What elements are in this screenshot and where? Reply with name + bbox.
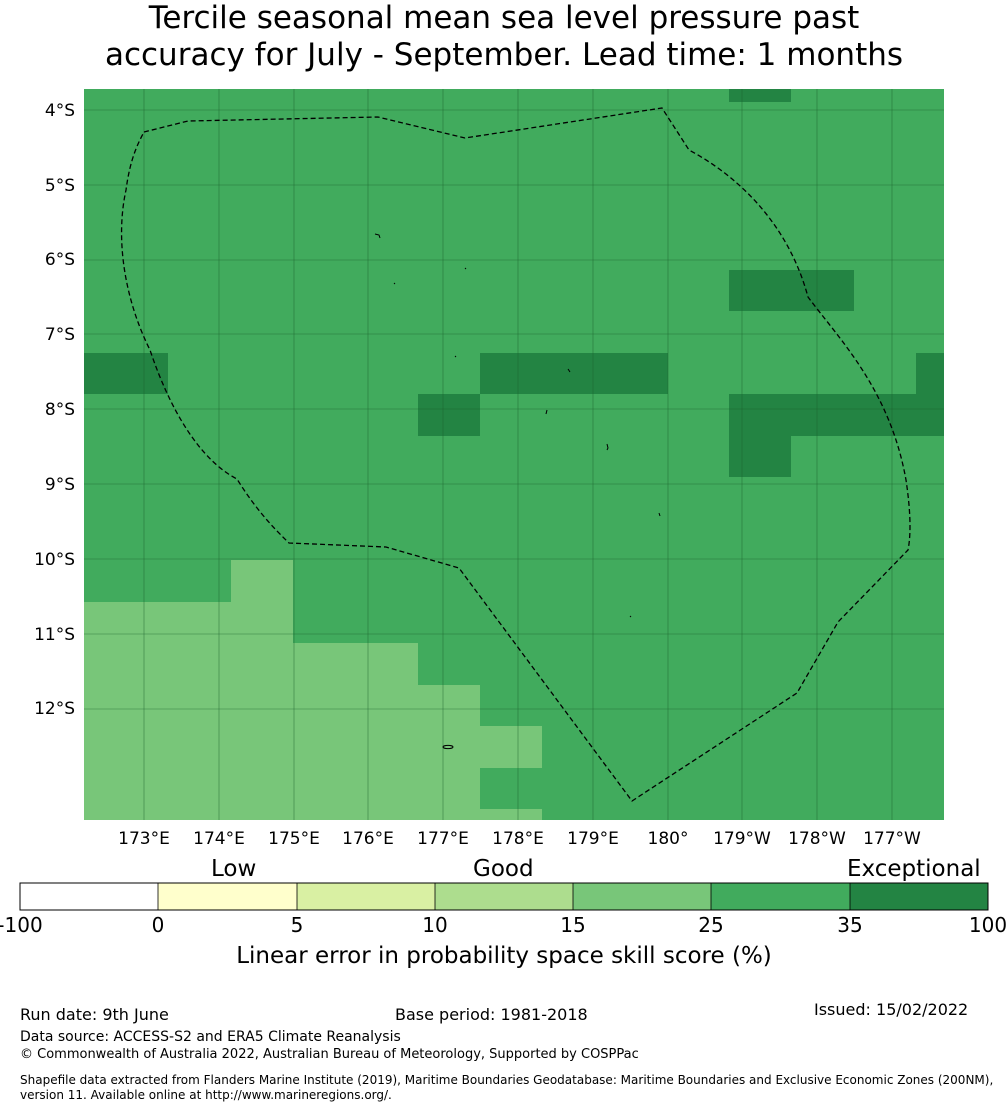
colorbar-segment	[158, 883, 297, 910]
colorbar-category-good: Good	[473, 856, 534, 882]
skill-cell-high	[480, 353, 668, 394]
lon-label: 176°E	[342, 829, 394, 849]
colorbar-segment	[20, 883, 158, 910]
lat-label: 5°S	[45, 176, 75, 196]
skill-cell-high	[729, 270, 854, 311]
shapefile-credit-line-1: Shapefile data extracted from Flanders M…	[20, 1073, 994, 1087]
skill-cell-medium	[480, 726, 542, 768]
colorbar-segment	[297, 883, 435, 910]
lon-label: 175°E	[268, 829, 320, 849]
skill-cell-medium	[84, 602, 293, 820]
lat-label: 4°S	[45, 101, 75, 121]
skill-cell-medium	[418, 685, 480, 820]
colorbar-tick: 5	[290, 913, 304, 937]
colorbar-tick: 35	[837, 913, 863, 937]
colorbar-tick: 25	[698, 913, 724, 937]
lat-axis: 4°S 5°S 6°S 7°S 8°S 9°S 10°S 11°S 12°S	[34, 101, 75, 719]
colorbar-tick: -100	[0, 913, 43, 937]
title-line-2: accuracy for July - September. Lead time…	[104, 37, 904, 73]
lon-label: 178°E	[492, 829, 544, 849]
lat-label: 6°S	[45, 250, 75, 270]
colorbar	[19, 882, 989, 911]
title-line-1: Tercile seasonal mean sea level pressure…	[148, 0, 860, 36]
colorbar-tick: 0	[151, 913, 165, 937]
skill-cell-high	[916, 353, 944, 394]
skill-cell-medium	[293, 643, 418, 820]
lat-label: 10°S	[34, 550, 75, 570]
lat-label: 8°S	[45, 400, 75, 420]
colorbar-label: Linear error in probability space skill …	[236, 943, 772, 969]
data-source: Data source: ACCESS-S2 and ERA5 Climate …	[20, 1029, 401, 1045]
skill-cell-high	[84, 353, 168, 394]
skill-cell-medium	[231, 560, 293, 602]
colorbar-segment	[711, 883, 850, 910]
colorbar-segment	[435, 883, 573, 910]
copyright: © Commonwealth of Australia 2022, Austra…	[20, 1047, 639, 1062]
colorbar-outline	[19, 882, 989, 911]
lat-label: 11°S	[34, 625, 75, 645]
base-period: Base period: 1981-2018	[395, 1005, 588, 1024]
islands	[374, 233, 661, 750]
colorbar-tick: 10	[422, 913, 448, 937]
lon-label: 180°	[648, 829, 689, 849]
lon-label: 177°E	[417, 829, 469, 849]
issued-date: Issued: 15/02/2022	[814, 1000, 969, 1019]
lon-label: 174°E	[193, 829, 245, 849]
lon-label: 173°E	[118, 829, 170, 849]
colorbar-tick: 15	[560, 913, 586, 937]
lon-label: 177°W	[863, 829, 921, 849]
eez-boundary	[120, 107, 911, 802]
colorbar-tick: 100	[968, 913, 1008, 937]
map-area	[84, 89, 944, 820]
skill-cell-high	[729, 394, 944, 436]
skill-cell-medium	[480, 809, 542, 820]
lat-label: 12°S	[34, 699, 75, 719]
colorbar-category-low: Low	[211, 856, 257, 882]
lon-label: 179°W	[713, 829, 771, 849]
colorbar-segment	[850, 883, 988, 910]
lon-label: 179°E	[567, 829, 619, 849]
lat-label: 7°S	[45, 325, 75, 345]
colorbar-category-exceptional: Exceptional	[847, 856, 981, 882]
skill-cell-high	[729, 436, 791, 477]
skill-cell-high	[418, 394, 480, 436]
colorbar-segment	[573, 883, 711, 910]
chart-title: Tercile seasonal mean sea level pressure…	[0, 0, 1008, 74]
gridlines	[84, 89, 944, 820]
lon-axis: 173°E 174°E 175°E 176°E 177°E 178°E 179°…	[118, 829, 921, 849]
shapefile-credit-line-2: version 11. Available online at http://w…	[20, 1088, 392, 1102]
lon-label: 178°W	[788, 829, 846, 849]
skill-cell-high	[729, 89, 791, 102]
lat-label: 9°S	[45, 475, 75, 495]
run-date: Run date: 9th June	[20, 1005, 169, 1024]
